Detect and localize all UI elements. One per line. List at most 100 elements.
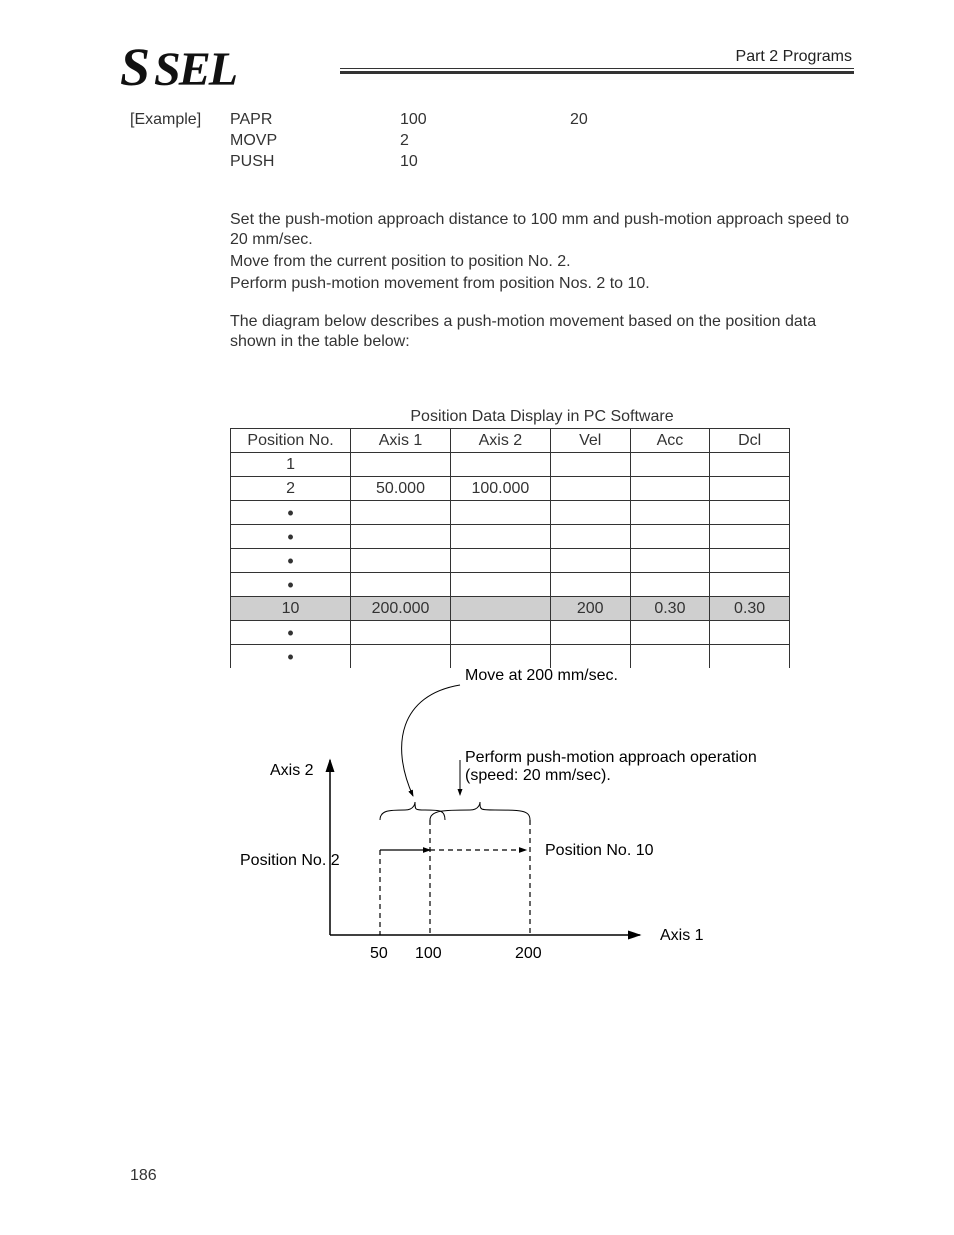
cmd: MOVP: [230, 131, 400, 152]
para: Perform push-motion movement from positi…: [230, 274, 854, 294]
tick-200: 200: [515, 945, 542, 962]
example-commands: PAPR 100 20 MOVP 2 PUSH 10: [230, 110, 690, 172]
op1: 10: [400, 152, 570, 173]
table-cell: [351, 549, 451, 573]
table-row: 1: [231, 453, 790, 477]
op1: 100: [400, 110, 570, 131]
axis2-label: Axis 2: [270, 762, 314, 779]
logo: S SEL: [120, 40, 236, 94]
table-cell: [630, 501, 710, 525]
col-header: Dcl: [710, 429, 790, 453]
logo-sel: SEL: [154, 46, 236, 94]
table-cell: 0.30: [630, 597, 710, 621]
para: Set the push-motion approach distance to…: [230, 210, 854, 250]
body-text: Set the push-motion approach distance to…: [230, 210, 854, 352]
col-header: Axis 2: [450, 429, 550, 453]
table-cell: [710, 501, 790, 525]
table-cell: [351, 621, 451, 645]
table-cell: [710, 525, 790, 549]
table-cell: [450, 501, 550, 525]
table-cell: 100.000: [450, 477, 550, 501]
page-header: S SEL Part 2 Programs: [130, 40, 854, 86]
tick-100: 100: [415, 945, 442, 962]
table-cell: [630, 453, 710, 477]
table-cell: [450, 621, 550, 645]
table-cell: [630, 525, 710, 549]
pos2-label: Position No. 2: [240, 852, 340, 869]
example-block: [Example] PAPR 100 20 MOVP 2 PUSH 10: [130, 110, 854, 172]
table-cell: •: [231, 525, 351, 549]
table-cell: 200: [550, 597, 630, 621]
table-cell: [710, 621, 790, 645]
table-cell: [351, 501, 451, 525]
table-header-row: Position No. Axis 1 Axis 2 Vel Acc Dcl: [231, 429, 790, 453]
table-cell: [550, 573, 630, 597]
push-label-2: (speed: 20 mm/sec).: [465, 767, 611, 784]
table-cell: [450, 525, 550, 549]
table-cell: [630, 621, 710, 645]
table-cell: [550, 453, 630, 477]
example-label: [Example]: [130, 110, 230, 172]
op2: 20: [570, 110, 690, 131]
table-row: 10200.0002000.300.30: [231, 597, 790, 621]
table-cell: [351, 573, 451, 597]
table-cell: [351, 453, 451, 477]
table-row: •: [231, 549, 790, 573]
para: The diagram below describes a push-motio…: [230, 312, 854, 352]
push-label-1: Perform push-motion approach operation: [465, 749, 757, 766]
op1: 2: [400, 131, 570, 152]
op2: [570, 131, 690, 152]
table-row: •: [231, 573, 790, 597]
table-cell: [630, 549, 710, 573]
table-cell: [450, 597, 550, 621]
table-cell: [630, 573, 710, 597]
table-cell: [550, 621, 630, 645]
table-title: Position Data Display in PC Software: [230, 408, 854, 426]
table-cell: [550, 477, 630, 501]
table-cell: •: [231, 501, 351, 525]
cmd: PAPR: [230, 110, 400, 131]
cmd: PUSH: [230, 152, 400, 173]
table-row: •: [231, 621, 790, 645]
table-cell: 2: [231, 477, 351, 501]
table-cell: [450, 573, 550, 597]
col-header: Position No.: [231, 429, 351, 453]
table-cell: [450, 549, 550, 573]
table-cell: 50.000: [351, 477, 451, 501]
push-motion-diagram: Move at 200 mm/sec. Perform push-motion …: [240, 660, 800, 990]
table-cell: [550, 501, 630, 525]
table-cell: •: [231, 621, 351, 645]
op2: [570, 152, 690, 173]
move-label: Move at 200 mm/sec.: [465, 667, 618, 684]
table-cell: 0.30: [710, 597, 790, 621]
header-rule: [340, 68, 854, 74]
table-row: 250.000100.000: [231, 477, 790, 501]
table-cell: [351, 525, 451, 549]
col-header: Vel: [550, 429, 630, 453]
logo-s: S: [120, 40, 146, 94]
table-cell: [710, 453, 790, 477]
table-cell: [630, 477, 710, 501]
table-cell: [710, 477, 790, 501]
table-cell: •: [231, 573, 351, 597]
table-row: •: [231, 525, 790, 549]
table-cell: [550, 525, 630, 549]
table-cell: 200.000: [351, 597, 451, 621]
table-cell: [710, 549, 790, 573]
table-cell: 1: [231, 453, 351, 477]
section-label: Part 2 Programs: [730, 48, 854, 66]
pos10-label: Position No. 10: [545, 842, 654, 859]
table-cell: 10: [231, 597, 351, 621]
table-cell: [450, 453, 550, 477]
table-cell: [550, 549, 630, 573]
table-cell: [710, 573, 790, 597]
position-table: Position No. Axis 1 Axis 2 Vel Acc Dcl 1…: [230, 428, 790, 668]
table-cell: •: [231, 549, 351, 573]
col-header: Acc: [630, 429, 710, 453]
col-header: Axis 1: [351, 429, 451, 453]
para: Move from the current position to positi…: [230, 252, 854, 272]
axis1-label: Axis 1: [660, 927, 704, 944]
tick-50: 50: [370, 945, 388, 962]
page-number: 186: [130, 1167, 157, 1185]
table-row: •: [231, 501, 790, 525]
